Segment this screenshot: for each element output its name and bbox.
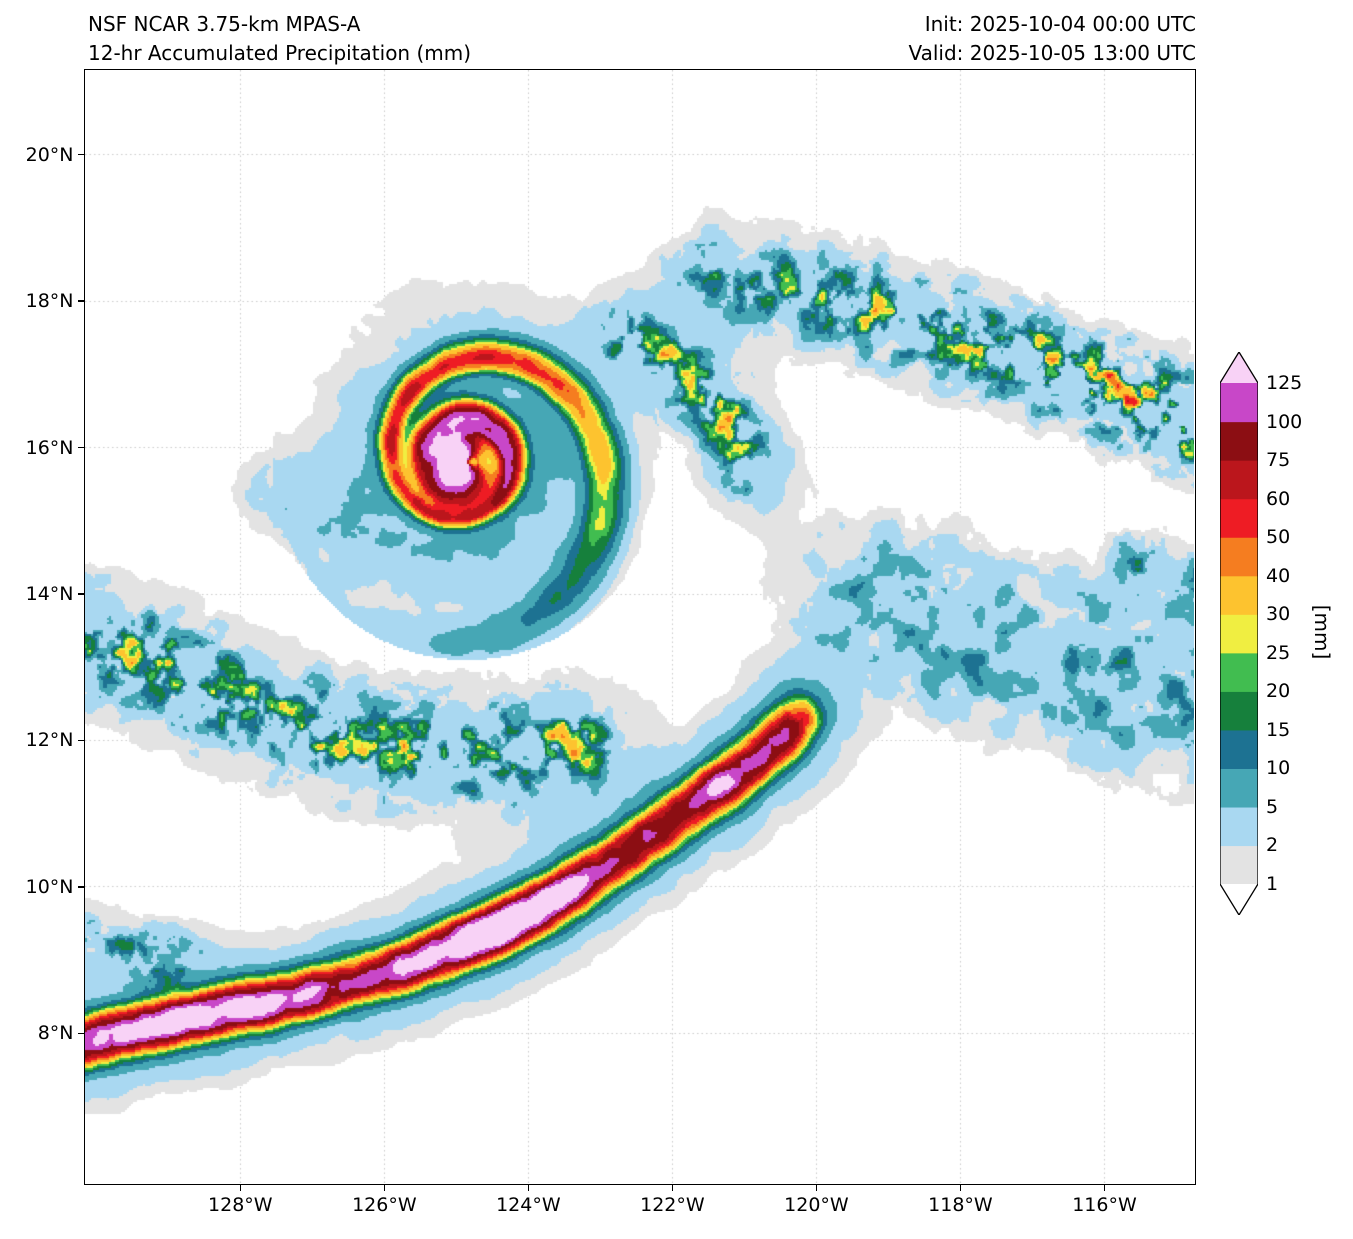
y-tick-label: 20°N bbox=[25, 143, 74, 166]
colorbar-tick-label: 2 bbox=[1266, 834, 1279, 857]
colorbar-tick-label: 10 bbox=[1266, 757, 1291, 780]
init-time: Init: 2025-10-04 00:00 UTC bbox=[924, 12, 1196, 36]
colorbar-tick-label: 125 bbox=[1266, 372, 1303, 394]
colorbar-unit-label: [mm] bbox=[1310, 604, 1334, 660]
model-name: NSF NCAR 3.75-km MPAS-A bbox=[88, 12, 361, 36]
y-tick-label: 16°N bbox=[25, 436, 74, 459]
colorbar-segment bbox=[1220, 806, 1258, 847]
colorbar-segment bbox=[1220, 383, 1258, 423]
y-tick-label: 12°N bbox=[25, 729, 74, 752]
y-tick-label: 18°N bbox=[25, 290, 74, 313]
x-tick-label: 118°W bbox=[928, 1194, 993, 1216]
colorbar-tick-label: 1 bbox=[1266, 873, 1279, 895]
colorbar-tick-label: 75 bbox=[1266, 449, 1291, 472]
colorbar-segment bbox=[1220, 614, 1258, 654]
x-tick-label: 120°W bbox=[784, 1194, 849, 1216]
colorbar-tick-label: 15 bbox=[1266, 718, 1291, 741]
x-tick-mark bbox=[671, 1185, 674, 1191]
colorbar-tick-label: 50 bbox=[1266, 526, 1291, 549]
y-tick-label: 8°N bbox=[37, 1022, 74, 1045]
colorbar-tick-label: 40 bbox=[1266, 564, 1291, 587]
x-tick-label: 128°W bbox=[208, 1194, 273, 1216]
colorbar-segment bbox=[1220, 421, 1258, 461]
colorbar-svg bbox=[1219, 350, 1259, 917]
y-tick-label: 14°N bbox=[25, 583, 74, 606]
colorbar bbox=[1219, 350, 1259, 917]
colorbar-segment bbox=[1220, 691, 1258, 731]
colorbar-segment bbox=[1220, 537, 1258, 577]
figure-time-block: Init: 2025-10-04 00:00 UTC Valid: 2025-1… bbox=[908, 10, 1196, 68]
colorbar-segment bbox=[1220, 768, 1258, 808]
x-tick-label: 124°W bbox=[496, 1194, 561, 1216]
colorbar-segment bbox=[1220, 652, 1258, 692]
x-tick-mark bbox=[383, 1185, 386, 1191]
x-tick-label: 122°W bbox=[640, 1194, 705, 1216]
x-tick-mark bbox=[815, 1185, 818, 1191]
x-tick-mark bbox=[1103, 1185, 1106, 1191]
colorbar-tick-label: 25 bbox=[1266, 641, 1291, 664]
colorbar-segment bbox=[1220, 498, 1258, 538]
x-tick-mark bbox=[239, 1185, 242, 1191]
x-tick-label: 116°W bbox=[1072, 1194, 1137, 1216]
x-tick-mark bbox=[959, 1185, 962, 1191]
colorbar-segment bbox=[1220, 845, 1258, 885]
x-tick-label: 126°W bbox=[352, 1194, 417, 1216]
colorbar-under-arrow bbox=[1220, 884, 1258, 915]
product-name: 12-hr Accumulated Precipitation (mm) bbox=[88, 41, 472, 65]
figure-title-block: NSF NCAR 3.75-km MPAS-A 12-hr Accumulate… bbox=[88, 10, 471, 68]
colorbar-tick-label: 60 bbox=[1266, 487, 1291, 510]
y-tick-label: 10°N bbox=[25, 875, 74, 898]
colorbar-over-arrow bbox=[1220, 352, 1258, 383]
valid-time: Valid: 2025-10-05 13:00 UTC bbox=[908, 41, 1196, 65]
x-tick-mark bbox=[527, 1185, 530, 1191]
colorbar-tick-label: 30 bbox=[1266, 603, 1291, 626]
colorbar-tick-label: 5 bbox=[1266, 795, 1279, 818]
colorbar-segment bbox=[1220, 729, 1258, 769]
colorbar-tick-label: 20 bbox=[1266, 680, 1291, 703]
precip-field-canvas bbox=[85, 70, 1194, 1183]
colorbar-tick-label: 100 bbox=[1266, 410, 1303, 433]
colorbar-segment bbox=[1220, 460, 1258, 500]
map-plot-area bbox=[84, 69, 1196, 1185]
colorbar-segment bbox=[1220, 575, 1258, 615]
